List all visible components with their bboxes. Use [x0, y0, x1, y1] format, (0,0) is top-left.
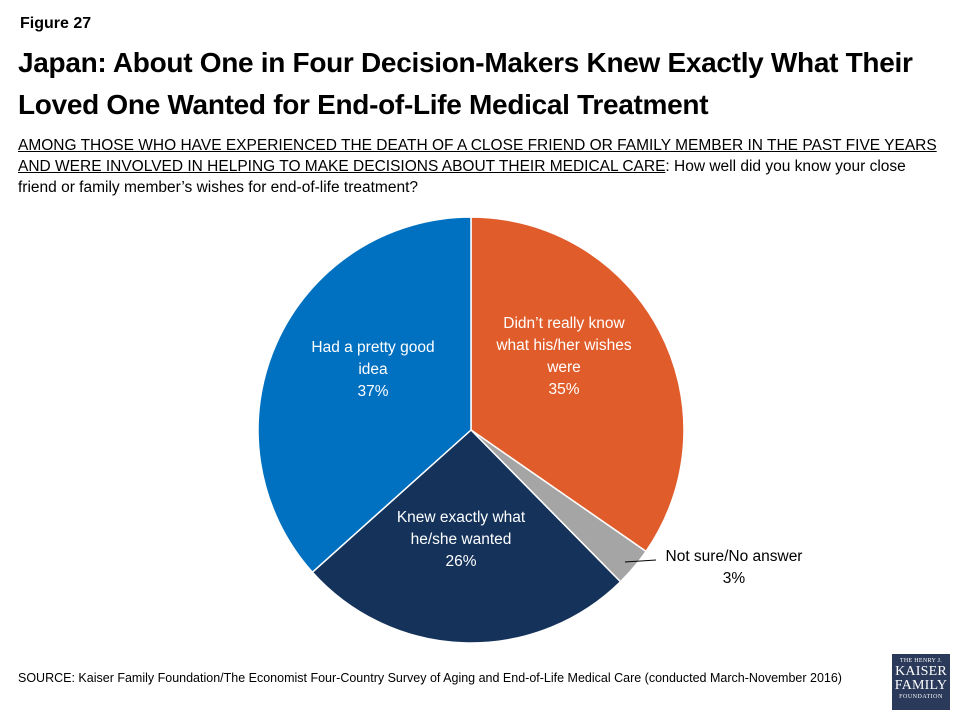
survey-question: AMONG THOSE WHO HAVE EXPERIENCED THE DEA… [18, 135, 948, 198]
logo-line-3: FAMILY [894, 678, 948, 693]
slice-category-label: Didn’t really know [503, 315, 625, 332]
slice-category-label: he/she wanted [411, 531, 512, 548]
logo-line-4: FOUNDATION [899, 694, 943, 700]
slice-value-label: 3% [723, 570, 746, 587]
slice-category-label: Not sure/No answer [666, 548, 803, 565]
slice-category-label: Had a pretty good [311, 339, 434, 356]
chart-title: Japan: About One in Four Decision-Makers… [18, 47, 913, 120]
slice-label-knew-exactly-what-he-she-wanted: Knew exactly what he/she wanted 26% [397, 509, 526, 570]
slice-label-didn-t-really-know-what-his-her-wishes-were: Didn’t really know what his/her wishes wer… [495, 315, 632, 398]
logo-line-2: KAISER [895, 664, 947, 679]
kff-logo: THE HENRY J. KAISER FAMILY FOUNDATION [892, 654, 950, 710]
slice-category-label: Knew exactly what [397, 509, 526, 526]
pie-slice-didn-t-really-know-what-his-her-wishes-were [470, 216, 685, 553]
question-text: : How well did you know your close frien… [18, 158, 906, 196]
slice-value-label: 35% [548, 381, 579, 398]
slice-value-label: 37% [357, 383, 388, 400]
logo-line-1: THE HENRY J. [899, 658, 943, 664]
slice-category-label: what his/her wishes [495, 337, 632, 354]
source-note: SOURCE: Kaiser Family Foundation/The Eco… [18, 671, 842, 685]
slice-label-not-sure-no-answer: Not sure/No answer 3% [666, 548, 803, 587]
leader-line [624, 559, 657, 563]
slice-label-had-a-pretty-good-idea: Had a pretty good idea 37% [311, 339, 434, 400]
slice-category-label: were [546, 359, 581, 376]
figure-label: Figure 27 [20, 15, 92, 32]
question-population: AMONG THOSE WHO HAVE EXPERIENCED THE DEA… [18, 137, 937, 175]
pie-slice-had-a-pretty-good-idea [257, 216, 472, 574]
slice-value-label: 26% [445, 553, 476, 570]
slice-category-label: idea [358, 361, 388, 378]
pie-slice-knew-exactly-what-he-she-wanted [311, 428, 622, 644]
